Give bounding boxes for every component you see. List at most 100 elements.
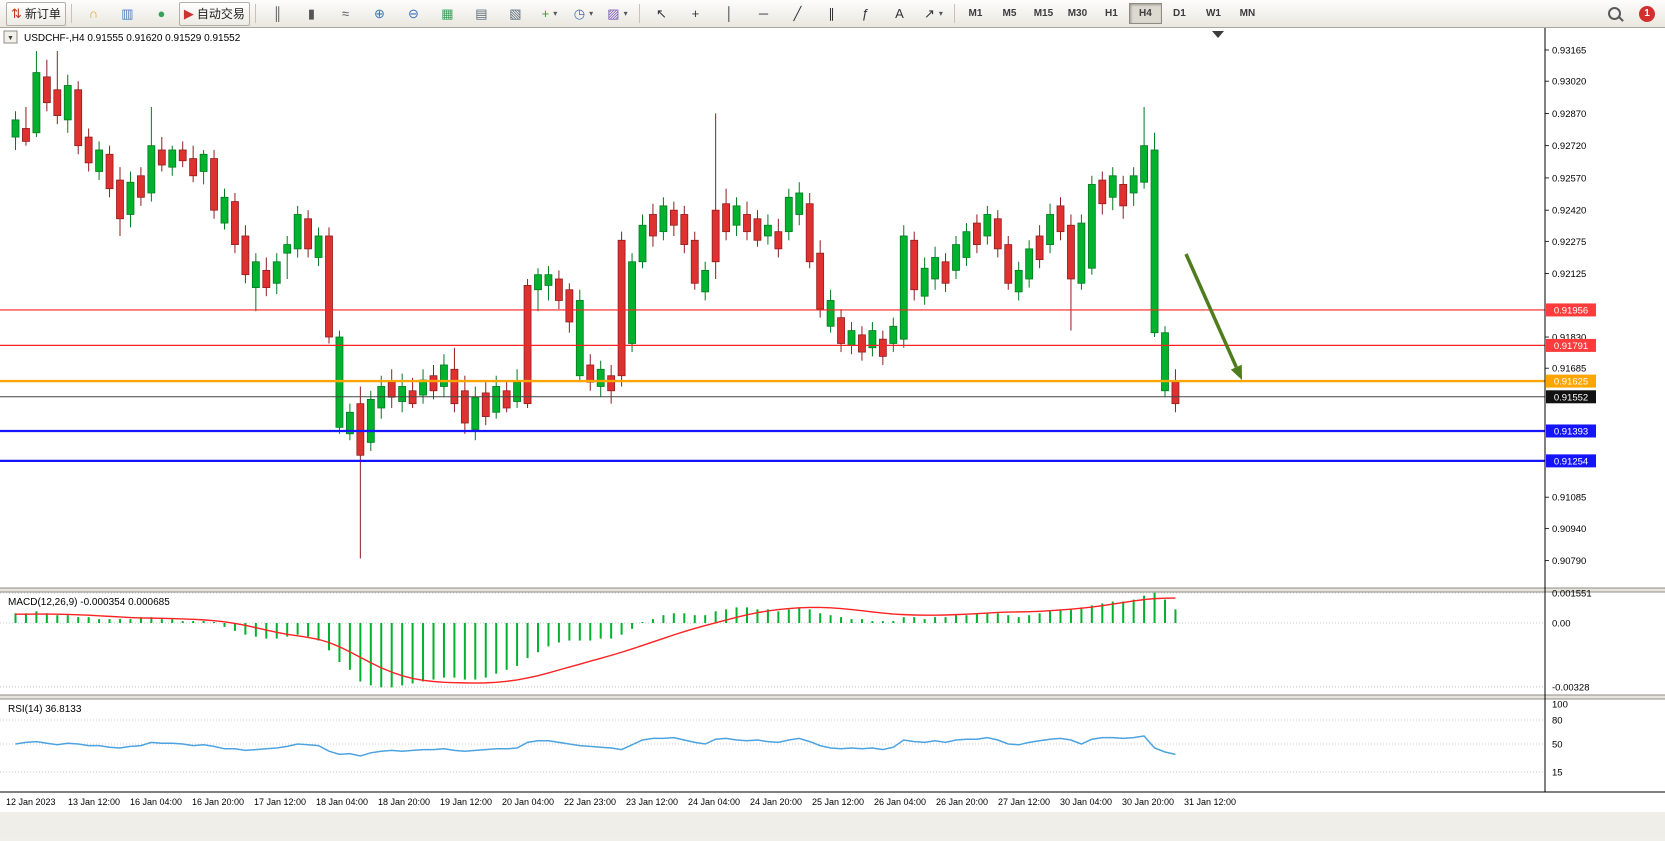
- candle: [42, 76, 51, 104]
- dropdown-caret-icon: ▾: [938, 9, 943, 18]
- zoom-in-icon: ⊕: [373, 6, 385, 21]
- candle: [680, 214, 689, 245]
- timeframe-button-d1[interactable]: D1: [1173, 8, 1186, 19]
- horizontal-line-icon[interactable]: ─: [747, 2, 780, 26]
- price-axis[interactable]: 0.93165 0.93020 0.92870 0.92720 0.92570 0.924…: [1545, 46, 1586, 568]
- crosshair-icon: +: [691, 6, 700, 21]
- candle: [1067, 224, 1075, 280]
- toolbar-separator: [638, 4, 640, 23]
- candle: [1129, 175, 1138, 194]
- cascade-windows-icon[interactable]: ▧: [499, 2, 532, 26]
- hline-price-label[interactable]: [1546, 374, 1596, 388]
- market-watch-icon[interactable]: ●: [145, 2, 178, 26]
- auto-trading-button[interactable]: ▶ 自动交易: [178, 1, 250, 26]
- new-chart-icon[interactable]: ▥: [111, 2, 144, 26]
- candle: [837, 317, 845, 344]
- mql5-community-icon[interactable]: ∩: [77, 2, 110, 26]
- channel-icon[interactable]: ∥: [815, 2, 848, 26]
- templates-button[interactable]: ▨ ▾: [601, 2, 634, 26]
- candle: [993, 218, 1002, 250]
- collapse-arrow-icon: ▼: [7, 35, 14, 42]
- price-tick-label: 0.93020: [1552, 77, 1586, 88]
- periods-icon: ◷: [573, 6, 586, 21]
- candle: [136, 175, 145, 198]
- timeframe-button-w1[interactable]: W1: [1205, 8, 1221, 19]
- candle: [1004, 244, 1013, 284]
- price-tick-label: 0.92275: [1552, 237, 1586, 248]
- candle: [22, 128, 30, 142]
- candle: [1150, 149, 1159, 334]
- zoom-out-icon: ⊖: [407, 6, 419, 21]
- pane-splitter[interactable]: [0, 695, 1665, 699]
- indicators-button[interactable]: + ▾: [533, 2, 566, 26]
- chart-title: USDCHF-,H4 0.91555 0.91620 0.91529 0.915…: [24, 33, 241, 44]
- trend-arrow-annotation[interactable]: [1184, 253, 1238, 368]
- zoom-out-icon[interactable]: ⊖: [397, 2, 430, 26]
- hline-price-label[interactable]: [1546, 454, 1596, 468]
- line-chart-type-icon[interactable]: ≈: [329, 2, 362, 26]
- candle: [116, 179, 124, 220]
- notifications-badge[interactable]: 1: [1639, 5, 1655, 22]
- arrows-tool-icon[interactable]: ↗ ▾: [917, 2, 950, 26]
- channel-icon: ∥: [828, 6, 835, 21]
- candle: [304, 218, 313, 250]
- bar-chart-type-icon[interactable]: ║: [261, 2, 294, 26]
- candlestick-chart-type-icon[interactable]: ▮: [295, 2, 328, 26]
- search-button[interactable]: [1598, 2, 1631, 26]
- candle: [105, 153, 114, 190]
- hline-price-label[interactable]: [1546, 424, 1596, 438]
- candle: [826, 300, 835, 327]
- timeframe-button-h1[interactable]: H1: [1105, 8, 1118, 19]
- candle: [11, 119, 20, 138]
- vertical-line-icon[interactable]: │: [713, 2, 746, 26]
- trendline-icon[interactable]: ╱: [781, 2, 814, 26]
- price-tick-label: 0.90940: [1552, 524, 1586, 535]
- timeframe-button-m15[interactable]: M15: [1033, 8, 1054, 19]
- hline-price-label[interactable]: [1546, 338, 1596, 352]
- hline-price-label[interactable]: [1546, 303, 1596, 317]
- time-axis[interactable]: 12 Jan 2023 13 Jan 12:00 16 Jan 04:00 16 Ja…: [6, 797, 1236, 807]
- hline-price-label-text: 0.91791: [1554, 341, 1588, 352]
- candle: [816, 252, 825, 310]
- timeframe-button-m30[interactable]: M30: [1067, 8, 1088, 19]
- tile-windows-icon[interactable]: ▦: [431, 2, 464, 26]
- text-tool-icon[interactable]: A: [883, 2, 916, 26]
- candle: [847, 330, 856, 347]
- chart-window[interactable]: 0.93165 0.93020 0.92870 0.92720 0.92570 0.924…: [0, 28, 1665, 836]
- cursor-icon[interactable]: ↖: [645, 2, 678, 26]
- new-order-button[interactable]: ⇅ 新订单: [6, 1, 66, 26]
- time-axis-label: 26 Jan 04:00: [874, 797, 926, 807]
- toolbar-groups: ⇅ 新订单 ∩ ▥ ● ▶ 自动交易 ║ ▮ ≈ ⊕ ⊖ ▦ ▤ ▧ + ▾ ◷ ▾ ▨ ▾ ↖ + │ ─ ╱ ∥ ƒ A ↗ ▾: [6, 1, 950, 26]
- one-click-trading-toggle[interactable]: [3, 30, 18, 44]
- candle: [272, 261, 281, 284]
- candle: [544, 274, 553, 286]
- timeframe-button-h4[interactable]: H4: [1128, 3, 1162, 24]
- candle: [774, 231, 783, 250]
- rsi-axis-label: 100: [1552, 700, 1568, 711]
- candle: [251, 261, 260, 288]
- time-axis-label: 19 Jan 12:00: [440, 797, 492, 807]
- arrange-windows-icon[interactable]: ▤: [465, 2, 498, 26]
- pane-splitter[interactable]: [0, 588, 1665, 592]
- timeframe-button-m1[interactable]: M1: [968, 8, 983, 19]
- candle: [1087, 183, 1096, 269]
- timeframe-button-m5[interactable]: M5: [1002, 8, 1017, 19]
- chart-canvas[interactable]: 0.93165 0.93020 0.92870 0.92720 0.92570 0.924…: [0, 28, 1665, 836]
- macd-axis-label: 0.001551: [1552, 589, 1592, 600]
- candle: [387, 381, 396, 398]
- trend-arrow-head[interactable]: [1230, 364, 1242, 380]
- fibonacci-icon[interactable]: ƒ: [849, 2, 882, 26]
- periods-button[interactable]: ◷ ▾: [567, 2, 600, 26]
- candle: [471, 396, 480, 430]
- candle: [210, 158, 218, 211]
- crosshair-icon[interactable]: +: [679, 2, 712, 26]
- hline-price-label-text: 0.91552: [1554, 392, 1588, 403]
- hline-price-label[interactable]: [1546, 390, 1596, 404]
- timeframe-toolbar: M1 M5 M15 M30 H1 H4 D1 W1 MN: [959, 3, 1264, 24]
- zoom-in-icon[interactable]: ⊕: [363, 2, 396, 26]
- candle: [617, 239, 626, 377]
- candle: [920, 267, 929, 297]
- dropdown-caret-icon: ▾: [589, 9, 594, 18]
- candle: [805, 203, 814, 263]
- timeframe-button-mn[interactable]: MN: [1239, 8, 1256, 19]
